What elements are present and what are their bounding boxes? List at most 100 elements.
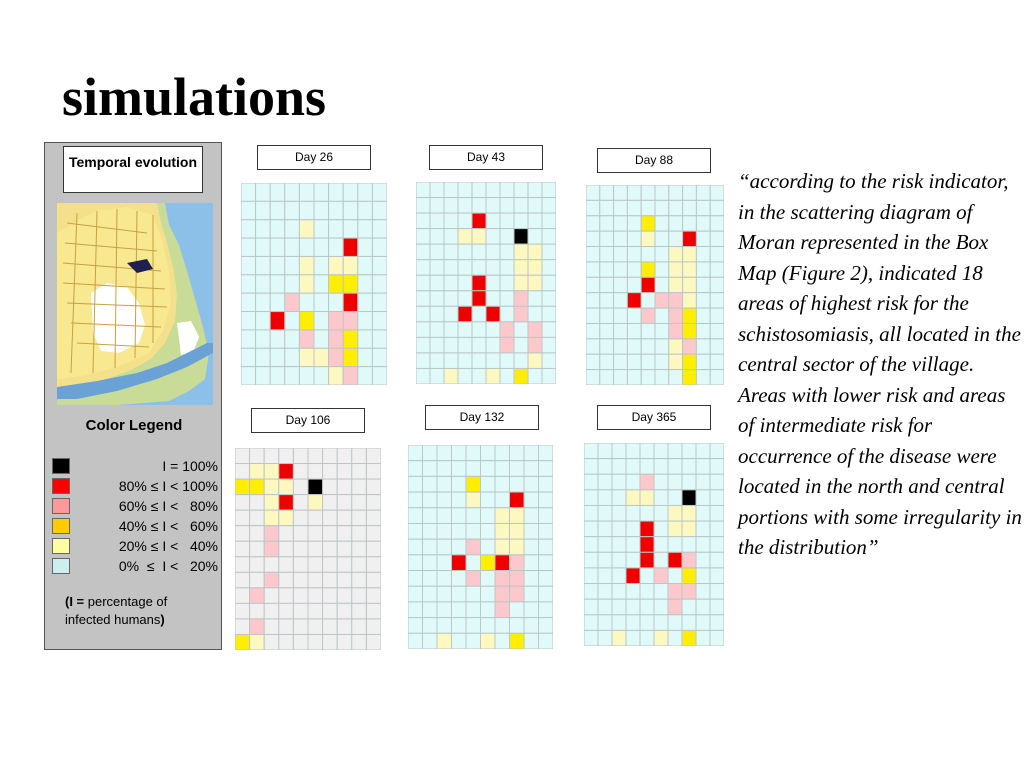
grid-cell bbox=[328, 347, 344, 368]
grid-cell bbox=[342, 292, 359, 313]
grid-cell bbox=[494, 585, 510, 603]
grid-cell bbox=[465, 632, 481, 649]
grid-cell bbox=[263, 509, 280, 527]
grid-cell bbox=[584, 520, 599, 538]
grid-cell bbox=[471, 321, 487, 338]
grid-cell bbox=[480, 632, 496, 649]
grid-cell bbox=[709, 322, 724, 340]
grid-cell bbox=[597, 504, 613, 522]
grid-cell bbox=[668, 369, 684, 385]
grid-cell bbox=[241, 183, 257, 202]
grid-cell bbox=[509, 460, 525, 477]
grid-cell bbox=[457, 274, 473, 292]
grid-cell bbox=[509, 445, 525, 462]
grid-cell bbox=[527, 228, 543, 245]
legend-swatch bbox=[52, 538, 70, 554]
grid-cell bbox=[465, 554, 481, 572]
risk-grid bbox=[586, 185, 724, 385]
grid-cell bbox=[365, 540, 381, 558]
grid-cell bbox=[313, 366, 330, 385]
grid-cell bbox=[597, 489, 613, 506]
grid-cell bbox=[640, 246, 656, 263]
grid-cell bbox=[465, 585, 481, 603]
grid-cell bbox=[351, 463, 367, 480]
grid-cell bbox=[443, 290, 459, 307]
grid-cell bbox=[709, 536, 724, 553]
grid-cell bbox=[249, 587, 265, 604]
grid-cell bbox=[523, 601, 539, 619]
grid-cell bbox=[513, 212, 529, 230]
grid-cell bbox=[443, 228, 459, 245]
grid-cell bbox=[235, 587, 251, 604]
grid-cell bbox=[416, 182, 431, 199]
grid-cell bbox=[416, 305, 431, 323]
grid-cell bbox=[681, 598, 697, 616]
grid-cell bbox=[513, 228, 529, 245]
grid-cell bbox=[611, 536, 627, 553]
grid-cell bbox=[709, 307, 724, 324]
grid-cell bbox=[599, 369, 615, 385]
grid-cell bbox=[465, 601, 481, 619]
grid-cell bbox=[436, 491, 452, 509]
grid-cell bbox=[263, 463, 280, 480]
grid-cell bbox=[365, 633, 381, 650]
grid-cell bbox=[485, 228, 501, 245]
grid-cell bbox=[625, 458, 641, 475]
grid-cell bbox=[436, 522, 452, 540]
grid-cell bbox=[457, 321, 473, 338]
grid-cell bbox=[695, 322, 711, 340]
grid-cell bbox=[523, 538, 539, 556]
grid-cell bbox=[422, 585, 438, 603]
grid-cell bbox=[322, 540, 338, 558]
grid-cell bbox=[584, 567, 599, 585]
grid-cell bbox=[709, 489, 724, 506]
grid-cell bbox=[429, 228, 445, 245]
grid-cell bbox=[357, 255, 373, 276]
grid-cell bbox=[422, 445, 438, 462]
grid-cell bbox=[292, 463, 309, 480]
grid-cell bbox=[307, 463, 324, 480]
grid-cell bbox=[365, 463, 381, 480]
grid-cell bbox=[499, 228, 515, 245]
grid-cell bbox=[654, 261, 670, 278]
grid-cell bbox=[695, 598, 711, 616]
grid-cell bbox=[351, 540, 367, 558]
grid-cell bbox=[263, 478, 280, 496]
grid-cell bbox=[322, 509, 338, 527]
grid-cell bbox=[416, 352, 431, 369]
grid-cell bbox=[263, 602, 280, 620]
grid-cell bbox=[307, 478, 324, 496]
grid-cell bbox=[336, 478, 353, 496]
grid-cell bbox=[654, 215, 670, 232]
grid-cell bbox=[471, 259, 487, 276]
grid-cell bbox=[457, 212, 473, 230]
grid-cell bbox=[313, 219, 330, 239]
grid-cell bbox=[471, 305, 487, 323]
grid-cell bbox=[499, 305, 515, 323]
grid-cell bbox=[538, 538, 553, 556]
grid-cell bbox=[523, 445, 539, 462]
legend-label: 60% ≤ I < 80% bbox=[118, 498, 218, 514]
grid-cell bbox=[626, 338, 642, 355]
grid-cell bbox=[527, 274, 543, 292]
grid-cell bbox=[513, 197, 529, 214]
grid-cell bbox=[416, 367, 431, 384]
grid-cell bbox=[342, 347, 359, 368]
grid-cell bbox=[436, 570, 452, 587]
grid-cell bbox=[436, 585, 452, 603]
grid-cell bbox=[499, 243, 515, 261]
grid-cell bbox=[241, 274, 257, 294]
grid-cell bbox=[538, 445, 553, 462]
grid-cell bbox=[541, 321, 556, 338]
grid-cell bbox=[336, 463, 353, 480]
grid-cell bbox=[269, 255, 286, 276]
grid-cell bbox=[681, 567, 697, 585]
grid-cell bbox=[625, 614, 641, 631]
grid-cell bbox=[640, 261, 656, 278]
grid-cell bbox=[695, 199, 711, 217]
grid-cell bbox=[328, 311, 344, 331]
grid-cell bbox=[682, 230, 697, 248]
grid-cell bbox=[292, 587, 309, 604]
grid-cell bbox=[653, 629, 669, 646]
grid-cell bbox=[681, 489, 697, 506]
